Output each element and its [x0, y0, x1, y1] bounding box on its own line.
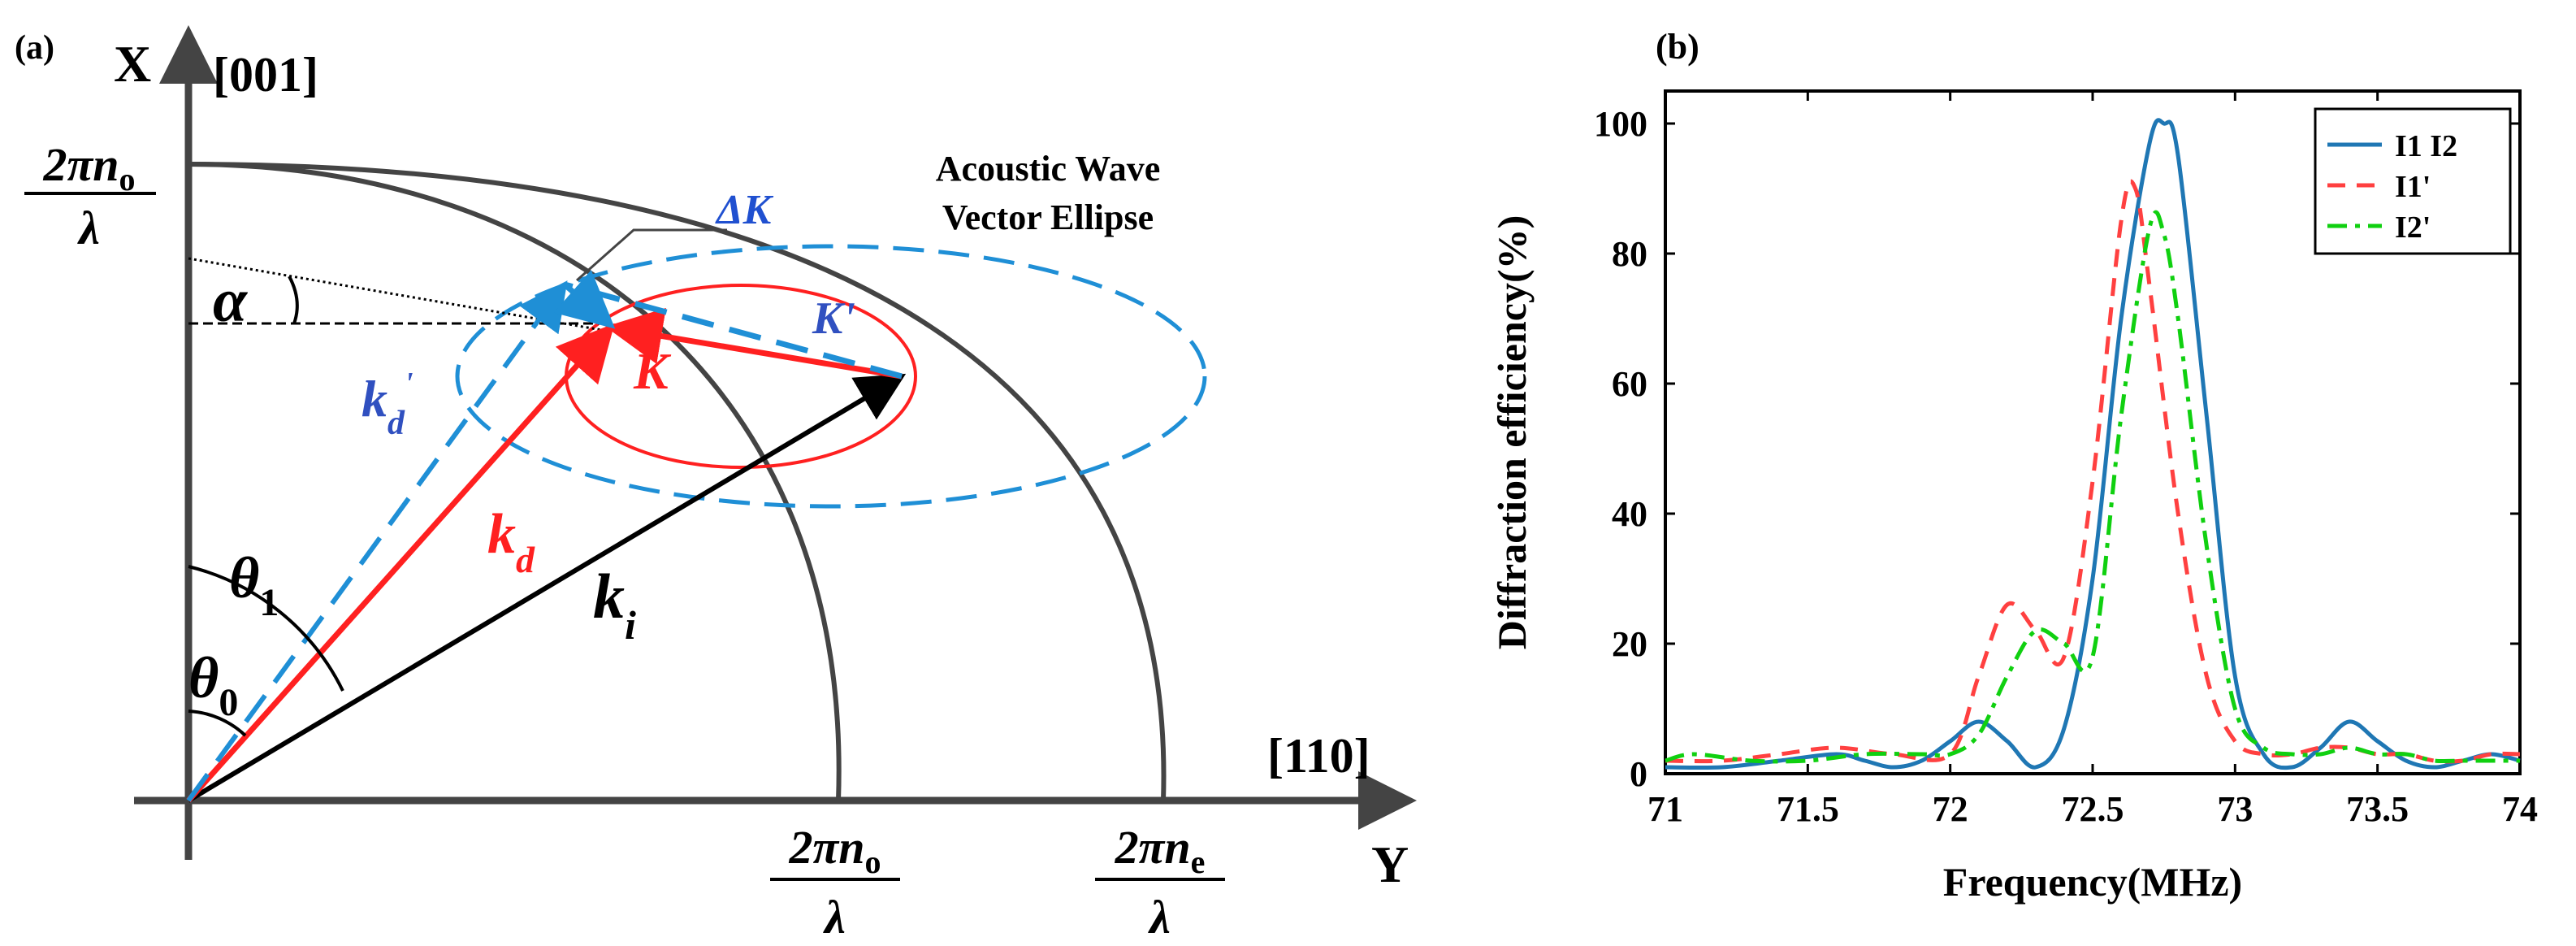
- x-tick-label: 73: [2217, 789, 2253, 829]
- legend-label-series-3: I2': [2395, 210, 2431, 245]
- x-tick-label: 74: [2502, 789, 2538, 829]
- alpha-angle-arc: [288, 276, 299, 324]
- extraordinary-ellipse-arc: [188, 162, 1167, 801]
- diffraction-efficiency-chart: (b) 71 71.5 72 72.5 73 73.5 74 0 20 40 60 80 100 Fre…: [1489, 27, 2538, 905]
- K-vector: [605, 307, 903, 380]
- svg-text:λ: λ: [1148, 891, 1171, 944]
- x-tick-label: 73.5: [2346, 789, 2409, 829]
- svg-text:2πno: 2πno: [789, 821, 881, 880]
- alpha-label: α: [213, 267, 249, 335]
- ellipse-title-line2: Vector Ellipse: [942, 197, 1154, 237]
- theta1-label: θ1: [229, 545, 279, 624]
- y-tick-label: 100: [1594, 104, 1647, 144]
- legend: I1 I2 I1' I2': [2314, 107, 2512, 255]
- svg-text:2πno: 2πno: [43, 138, 136, 197]
- ellipse-title-line1: Acoustic Wave: [936, 149, 1161, 189]
- series-line-1: [1665, 118, 2521, 770]
- y-tick-label: 20: [1612, 624, 1647, 664]
- legend-label-series-1: I1 I2: [2395, 129, 2457, 163]
- series-line-3: [1665, 210, 2520, 764]
- K-prime-vector: [564, 281, 903, 380]
- y-tick-label: 80: [1612, 234, 1647, 274]
- kd-prime-label: kd': [362, 367, 413, 442]
- x-tick-label: 71: [1647, 789, 1683, 829]
- y-tick-label: 0: [1630, 754, 1647, 794]
- legend-label-series-2: I1': [2395, 170, 2431, 204]
- axis-y-direction: [110]: [1267, 729, 1370, 783]
- chart-ylabel: Diffraction efficiency(%): [1489, 215, 1535, 650]
- fraction-ne-y-axis: 2πne λ: [1095, 821, 1225, 944]
- kd-prime-vector: [186, 280, 568, 802]
- panel-a-label: (a): [15, 29, 54, 67]
- acoustic-ellipse-solid: [565, 284, 917, 469]
- x-tick-label: 72.5: [2062, 789, 2124, 829]
- delta-K-label: ΔK: [715, 187, 774, 233]
- acoustic-ellipse-dashed: [455, 244, 1207, 509]
- ki-label: ki: [593, 561, 636, 648]
- fraction-no-y-axis: 2πno λ: [770, 821, 900, 944]
- K-prime-label: K': [812, 293, 855, 344]
- wave-vector-diagram: (a) X [001] Y [110] ΔK Acoustic Wave Vec…: [15, 25, 1417, 944]
- y-tick-label: 60: [1612, 364, 1647, 404]
- svg-text:2πne: 2πne: [1115, 821, 1206, 880]
- theta0-label: θ0: [188, 645, 238, 724]
- axis-x-label: X: [114, 35, 151, 93]
- chart-xlabel: Frequency(MHz): [1943, 859, 2242, 905]
- axis-x-direction: [001]: [213, 48, 318, 102]
- alpha-dotted-line: [188, 257, 612, 333]
- delta-K-vector: [553, 270, 616, 329]
- ki-vector: [187, 373, 907, 803]
- x-tick-label: 72: [1933, 789, 1968, 829]
- theta1-angle-arc: [188, 565, 344, 692]
- svg-text:λ: λ: [823, 891, 846, 944]
- panel-b-label: (b): [1656, 27, 1699, 67]
- series-line-2: [1665, 179, 2521, 764]
- theta0-angle-arc: [188, 710, 247, 737]
- K-label: K: [633, 342, 672, 400]
- ordinary-circle-arc: [188, 162, 842, 801]
- axis-y-label: Y: [1371, 835, 1409, 893]
- delta-K-callout-line: [576, 228, 727, 282]
- kd-label: kd: [487, 503, 535, 580]
- y-tick-label: 40: [1612, 494, 1647, 534]
- kd-vector: [186, 323, 615, 803]
- legend-box: [2314, 107, 2512, 255]
- fraction-no-x-axis: 2πno λ: [24, 138, 156, 254]
- x-tick-label: 71.5: [1777, 789, 1839, 829]
- svg-text:λ: λ: [77, 202, 100, 254]
